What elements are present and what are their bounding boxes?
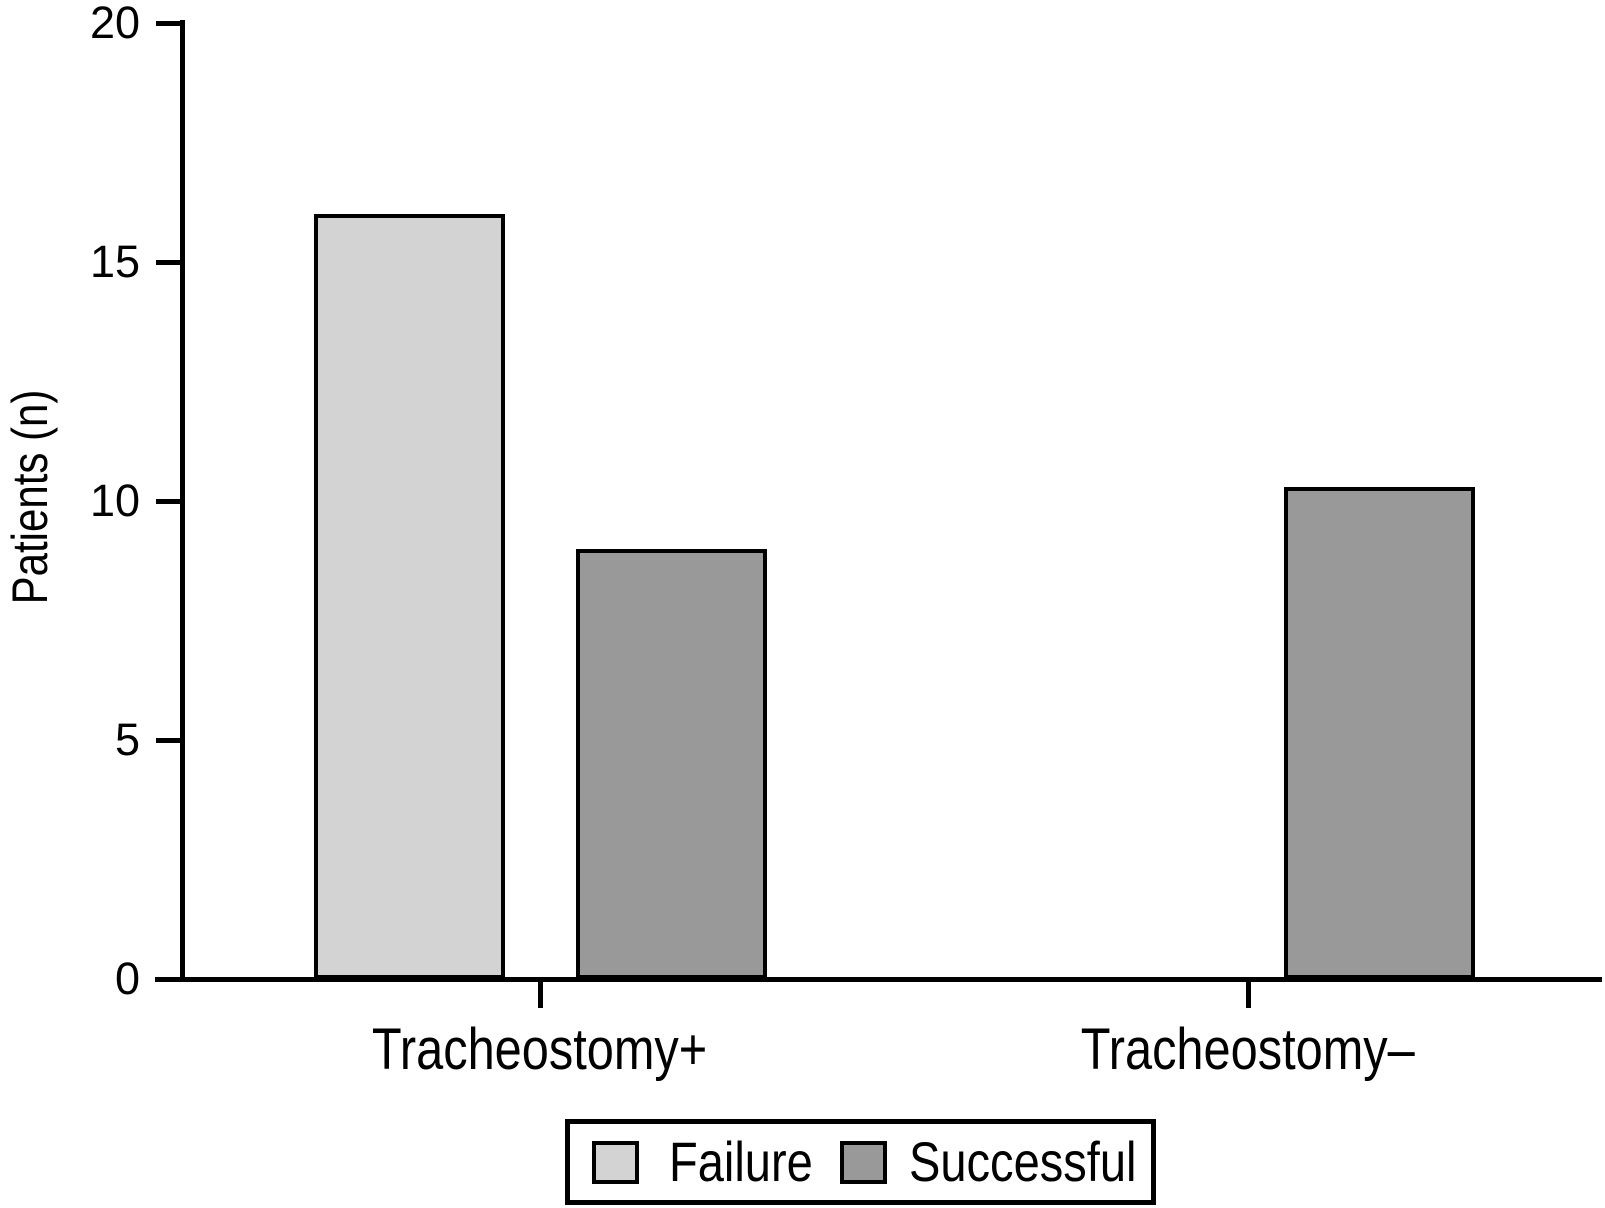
legend-label-failure: Failure [669,1130,813,1193]
bar-successful-group2 [1284,487,1475,979]
y-axis-line [180,20,185,982]
x-axis-line [155,977,1602,982]
y-axis-tick-label: 0 [114,953,140,1004]
y-axis-tick [156,259,182,265]
x-axis-category-text: Tracheostomy+ [372,1017,708,1082]
legend: Failure Successful [565,1119,1156,1205]
y-axis-tick-label: 5 [114,714,140,765]
x-axis-category-text: Tracheostomy– [1081,1017,1415,1082]
x-axis-category-label: Tracheostomy+ [240,1018,840,1082]
x-axis-category-label: Tracheostomy– [948,1018,1548,1082]
x-axis-tick [537,980,543,1008]
bar-failure-group1 [314,214,505,979]
y-axis-tick-label: 20 [89,0,140,48]
y-axis-tick-label: 10 [89,475,140,526]
bar-successful-group1 [576,549,767,979]
y-axis-tick [156,737,182,743]
legend-label-successful: Successful [909,1130,1137,1193]
y-axis-tick-label: 15 [89,236,140,287]
x-axis-tick [1245,980,1251,1008]
y-axis-tick [156,498,182,504]
y-axis-tick [156,20,182,26]
legend-swatch-successful [840,1140,888,1184]
legend-swatch-failure [592,1140,639,1184]
